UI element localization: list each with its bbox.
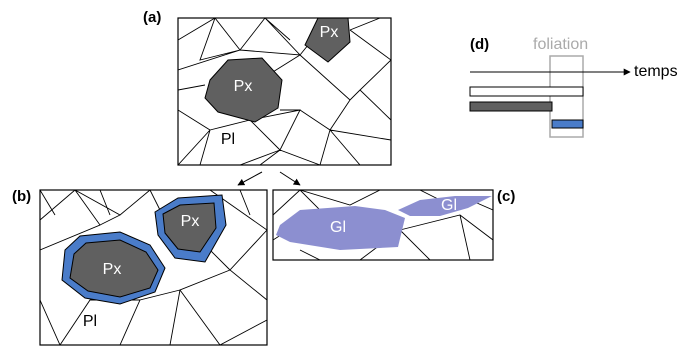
foliation-label: foliation bbox=[533, 36, 588, 53]
mineral-label: Px bbox=[181, 213, 200, 230]
panel-c: (c) Gl Gl bbox=[273, 188, 515, 260]
panel-d: (d) foliation temps bbox=[470, 36, 678, 137]
bar bbox=[552, 120, 583, 128]
mineral-label: Px bbox=[234, 78, 253, 95]
arrow bbox=[280, 172, 300, 185]
panel-label: (a) bbox=[143, 9, 161, 26]
arrow bbox=[238, 172, 262, 185]
panel-b: (b) Px Px Pl bbox=[12, 188, 267, 345]
mineral-label: Pl bbox=[221, 131, 235, 148]
bar bbox=[470, 87, 583, 96]
mineral-label: Gl bbox=[441, 197, 457, 214]
panel-label: (d) bbox=[470, 36, 489, 53]
mineral-label: Pl bbox=[83, 313, 97, 330]
panel-a: (a) Px Px Pl bbox=[143, 9, 391, 165]
mineral-label: Px bbox=[320, 24, 339, 41]
bar bbox=[470, 102, 552, 111]
figure: (a) Px Px Pl (b) Px Px Pl (c) Gl Gl (d) bbox=[0, 0, 694, 351]
axis-label: temps bbox=[634, 63, 678, 80]
panel-label: (c) bbox=[497, 188, 515, 205]
mineral-label: Px bbox=[103, 261, 122, 278]
mineral-label: Gl bbox=[330, 219, 346, 236]
panel-label: (b) bbox=[12, 188, 31, 205]
